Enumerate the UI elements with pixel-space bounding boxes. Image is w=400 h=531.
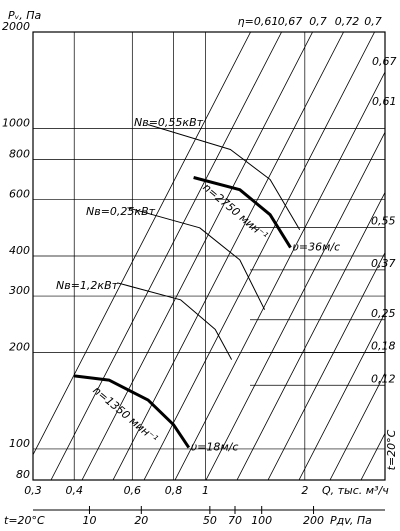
series-label: Nв=0,25кВт	[86, 205, 156, 218]
efficiency-label: 0,72	[335, 15, 360, 28]
annotation: υ=18м/с	[191, 441, 239, 454]
right-scale-label: 0,55	[371, 214, 396, 227]
pdv-tick-label: 10	[82, 514, 96, 527]
right-scale-label: 0,18	[371, 339, 396, 352]
pdv-tick-label: 200	[303, 514, 324, 527]
annotation: υ=36м/с	[293, 241, 341, 254]
y-tick-label: 300	[9, 284, 30, 297]
efficiency-label: 0,7	[309, 15, 327, 28]
y-axis-label: Pᵥ, Па	[8, 9, 41, 22]
series-line	[74, 374, 191, 449]
series-label: n=1350 мин⁻¹	[90, 384, 160, 446]
pdv-tick-label: 100	[251, 514, 272, 527]
system-line	[298, 312, 385, 480]
y-tick-label: 1000	[2, 116, 30, 129]
series-label: Nв=0,55кВт	[134, 116, 204, 129]
y-tick-label: 800	[9, 148, 30, 161]
series-line	[127, 207, 266, 310]
y-tick-label: 200	[9, 340, 30, 353]
y-tick-label: 100	[9, 437, 30, 450]
right-scale-label: 0,12	[371, 372, 396, 385]
right-scale-label: 0,25	[371, 307, 396, 320]
x-axis-label: Q, тыс. м³/ч	[322, 484, 389, 497]
x-tick-label: 0,6	[124, 484, 142, 497]
efficiency-label: 0,67	[278, 15, 303, 28]
efficiency-label: η=0,61	[238, 15, 279, 28]
series-line	[117, 282, 233, 360]
x-tick-label: 0,3	[24, 484, 42, 497]
x-tick-label: 0,8	[165, 484, 183, 497]
y-tick-label: 2000	[2, 20, 30, 33]
y-tick-label: 80	[16, 468, 30, 481]
x-tick-label: 2	[301, 484, 308, 497]
y-tick-label: 600	[9, 188, 30, 201]
y-tick-label: 400	[9, 244, 30, 257]
pdv-tick-label: 20	[134, 514, 148, 527]
system-line	[329, 372, 385, 480]
pdv-label: Pдv, Па	[330, 514, 372, 527]
series-label: Nв=1,2кВт	[56, 279, 119, 292]
efficiency-label: 0,61	[372, 95, 397, 108]
right-axis-label: t=20°C	[385, 429, 398, 470]
series-line	[147, 124, 301, 231]
pdv-tick-label: 70	[228, 514, 242, 527]
series-line	[193, 176, 292, 249]
pdv-temp: t=20°C	[4, 514, 45, 527]
pdv-tick-label: 50	[203, 514, 217, 527]
efficiency-label: 0,7	[364, 15, 382, 28]
right-scale-label: 0,37	[371, 257, 396, 270]
x-tick-label: 1	[202, 484, 209, 497]
efficiency-label: 0,67	[372, 55, 397, 68]
x-tick-label: 0,4	[65, 484, 83, 497]
